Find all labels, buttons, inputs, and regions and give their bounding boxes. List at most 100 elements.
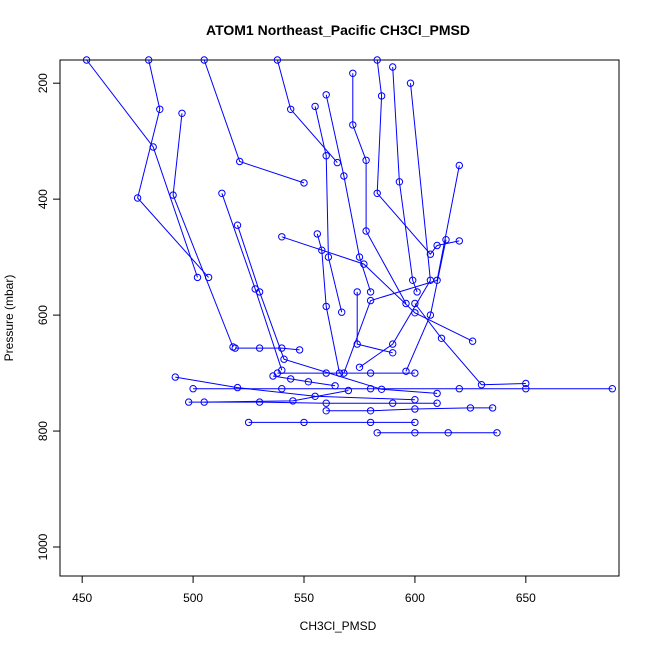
y-tick-label: 200	[36, 73, 50, 93]
data-point	[185, 398, 193, 406]
data-point	[426, 250, 435, 258]
series-line	[235, 347, 300, 351]
data-point	[133, 194, 142, 202]
data-point	[236, 157, 244, 166]
series-line	[392, 66, 418, 293]
data-point	[344, 386, 353, 395]
data-point	[349, 69, 357, 78]
x-tick-label: 550	[294, 591, 314, 605]
data-point	[178, 109, 186, 118]
data-point	[171, 373, 180, 381]
data-point	[355, 363, 364, 371]
x-tick-label: 600	[405, 591, 425, 605]
data-point	[322, 407, 330, 415]
y-tick-label: 400	[36, 189, 50, 209]
data-point	[389, 399, 397, 407]
series-line	[281, 236, 473, 342]
series-line	[203, 59, 305, 184]
data-point	[413, 288, 421, 296]
data-point	[233, 383, 242, 392]
data-point	[411, 299, 419, 308]
data-point	[295, 346, 304, 354]
data-point	[169, 191, 177, 199]
data-point	[82, 56, 91, 64]
data-point	[300, 179, 308, 187]
data-point	[377, 385, 386, 393]
data-point	[468, 337, 477, 345]
data-point	[200, 56, 208, 64]
x-axis: 450 500 550 600 650	[72, 576, 536, 605]
data-point	[444, 429, 452, 437]
data-point	[366, 418, 375, 427]
data-point	[233, 221, 242, 229]
data-point	[304, 378, 313, 386]
data-point	[488, 404, 497, 412]
y-axis: 200 400 600 800 1000	[36, 73, 60, 560]
series-line	[405, 239, 447, 372]
data-point	[353, 288, 361, 296]
series-line	[237, 225, 438, 394]
data-point	[366, 288, 375, 296]
data-point	[287, 375, 295, 383]
data-point	[466, 404, 475, 412]
data-point	[389, 349, 397, 357]
data-point	[145, 56, 153, 64]
data-point	[377, 92, 386, 100]
data-point	[362, 156, 370, 165]
data-point	[406, 79, 415, 87]
y-tick-label: 600	[36, 305, 50, 325]
data-point	[255, 344, 264, 352]
data-point	[522, 385, 530, 393]
series-line	[359, 83, 431, 368]
data-point	[522, 379, 530, 388]
data-point	[411, 369, 419, 377]
data-point	[411, 418, 419, 427]
data-point	[289, 397, 297, 405]
data-point	[433, 399, 441, 407]
series-line	[137, 59, 209, 278]
series-layer	[82, 56, 616, 437]
data-point	[255, 398, 264, 406]
chart-title: ATOM1 Northeast_Pacific CH3Cl_PMSD	[206, 22, 470, 38]
data-point	[455, 161, 463, 170]
x-tick-label: 500	[183, 591, 203, 605]
data-point	[287, 105, 295, 114]
data-point	[362, 227, 370, 235]
data-point	[426, 276, 435, 284]
data-point	[373, 56, 381, 64]
data-point	[193, 273, 202, 282]
data-point	[493, 429, 501, 437]
data-point	[278, 233, 286, 241]
data-point	[402, 367, 410, 375]
series-line	[221, 193, 283, 371]
data-point	[324, 253, 333, 261]
data-point	[426, 311, 435, 319]
x-tick-label: 450	[72, 591, 92, 605]
data-point	[218, 189, 226, 198]
data-point	[322, 369, 330, 377]
data-point	[338, 308, 346, 316]
data-point	[455, 385, 463, 393]
data-point	[355, 253, 364, 261]
data-point	[322, 302, 330, 311]
data-point	[389, 340, 397, 348]
series-line	[352, 73, 407, 304]
data-point	[244, 418, 253, 427]
data-point	[280, 355, 288, 363]
data-point	[411, 405, 419, 413]
data-point	[331, 382, 339, 390]
data-point	[437, 334, 446, 342]
series-line	[272, 375, 336, 387]
data-point	[322, 399, 330, 407]
data-point	[189, 385, 197, 393]
series-line	[314, 106, 343, 313]
data-point	[322, 152, 330, 160]
series-line	[316, 233, 340, 374]
data-point	[389, 63, 397, 71]
data-point	[278, 344, 286, 352]
data-point	[349, 121, 357, 129]
data-point	[269, 372, 277, 380]
data-point	[231, 344, 239, 352]
y-tick-label: 1000	[36, 533, 50, 560]
